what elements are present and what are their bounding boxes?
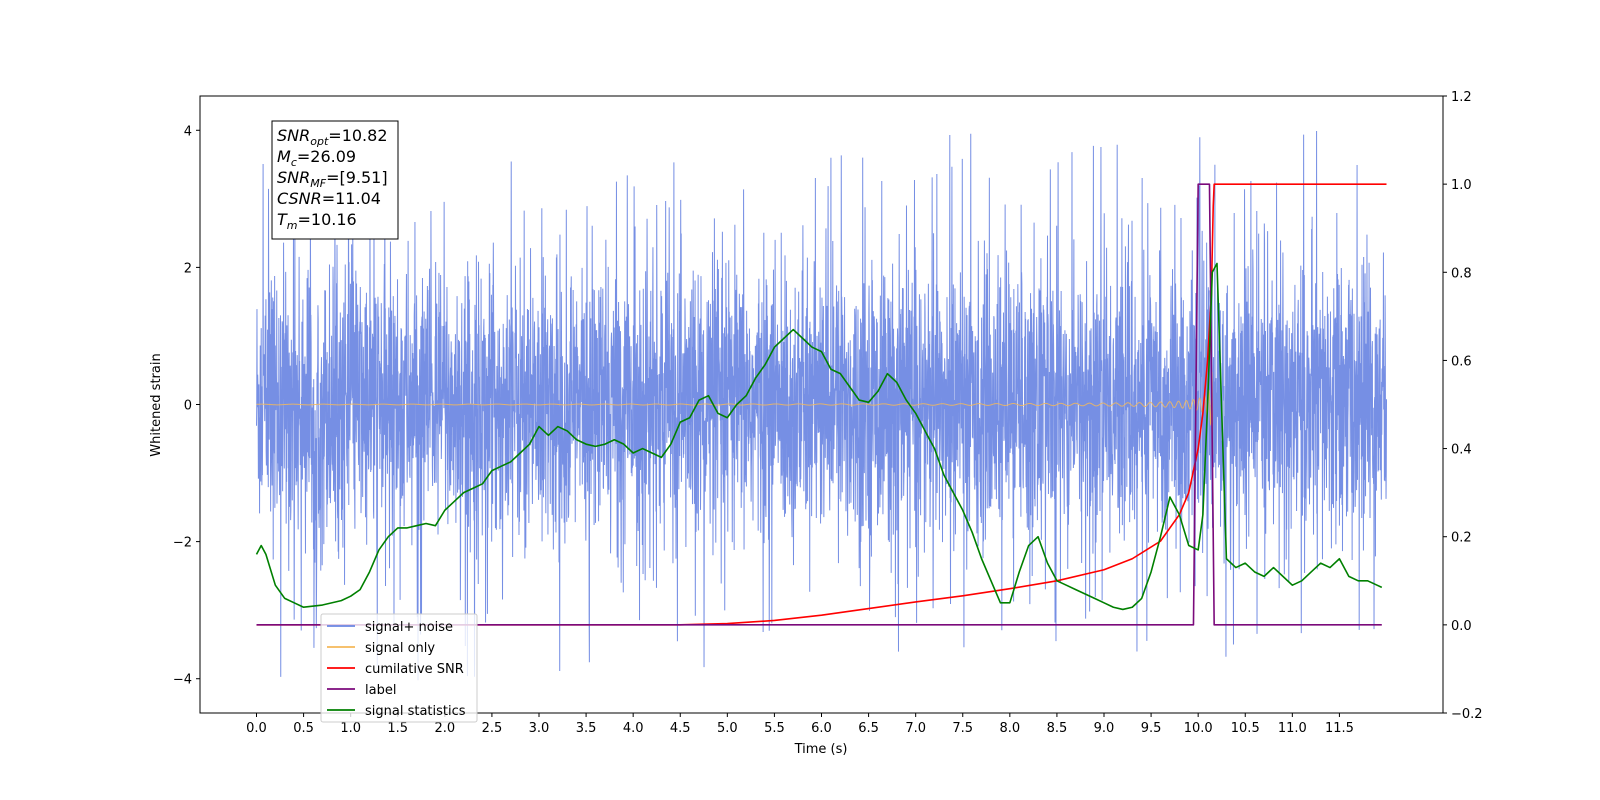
legend-frame	[320, 613, 478, 723]
series-cumulative-snr-line	[256, 183, 1387, 626]
series-signal-noise-line	[256, 130, 1387, 681]
y-right-tick-label: 0.4	[1451, 443, 1472, 458]
legend-entry: label	[365, 683, 396, 698]
x-tick-label: 5.5	[764, 721, 785, 736]
x-axis-label: Time (s)	[794, 742, 848, 757]
y-left-tick-label: 0	[184, 399, 192, 414]
legend-entry: signal statistics	[365, 704, 466, 719]
y-left-tick-label: −2	[173, 536, 192, 551]
x-tick-label: 4.0	[623, 721, 644, 736]
x-tick-label: 11.0	[1278, 721, 1307, 736]
x-tick-label: 5.0	[717, 721, 738, 736]
y-axis-left: −4 −2 0 2 4	[173, 124, 200, 688]
y-left-tick-label: 4	[184, 124, 192, 139]
y-right-tick-label: 1.2	[1451, 90, 1472, 105]
y-right-tick-label: 0.6	[1451, 354, 1472, 369]
x-tick-label: 1.5	[387, 721, 408, 736]
annotation-line: SNRMF=[9.51]	[277, 168, 388, 190]
x-tick-label: 0.0	[246, 721, 267, 736]
x-tick-label: 8.0	[999, 721, 1020, 736]
y-right-tick-label: 0.8	[1451, 266, 1472, 281]
x-tick-label: 9.5	[1141, 721, 1162, 736]
x-axis: 0.0 0.5 1.0 1.5 2.0 2.5 3.0 3.5 4.0 4.5 5.0 5.5 6.0 6…	[246, 713, 1354, 736]
x-tick-label: 3.0	[529, 721, 550, 736]
snr-annotation-box: SNRopt=10.82Mc=26.09SNRMF=[9.51]CSNR=11.…	[271, 120, 399, 240]
x-tick-label: 10.0	[1184, 721, 1213, 736]
legend-entry: cumilative SNR	[365, 662, 464, 677]
x-tick-label: 11.5	[1325, 721, 1354, 736]
series-label-line	[256, 183, 1382, 626]
x-tick-label: 2.0	[434, 721, 455, 736]
x-tick-label: 2.5	[482, 721, 503, 736]
y-right-tick-label: −0.2	[1451, 707, 1483, 722]
x-tick-label: 9.0	[1094, 721, 1115, 736]
annotation-line: SNRopt=10.82	[277, 126, 388, 148]
x-tick-label: 7.5	[952, 721, 973, 736]
x-tick-label: 0.5	[293, 721, 314, 736]
annotation-line: CSNR=11.04	[277, 189, 381, 208]
x-tick-label: 6.5	[858, 721, 879, 736]
annotation-line: Mc=26.09	[277, 147, 356, 169]
y-right-tick-label: 0.0	[1451, 619, 1472, 634]
legend: signal+ noise signal only cumilative SNR la…	[320, 613, 478, 723]
y-right-tick-label: 1.0	[1451, 178, 1472, 193]
x-tick-label: 1.0	[340, 721, 361, 736]
x-tick-label: 7.0	[905, 721, 926, 736]
legend-entry: signal only	[365, 641, 435, 656]
y-axis-right: −0.2 0.0 0.2 0.4 0.6 0.8 1.0 1.2	[1443, 90, 1483, 722]
y-axis-label: Whitened strain	[149, 353, 164, 456]
annotation-line: Tm=10.16	[277, 210, 357, 232]
x-tick-label: 6.0	[811, 721, 832, 736]
x-tick-label: 4.5	[670, 721, 691, 736]
x-tick-label: 10.5	[1231, 721, 1260, 736]
x-tick-label: 3.5	[576, 721, 597, 736]
x-tick-label: 8.5	[1047, 721, 1068, 736]
annotation-frame	[271, 120, 399, 240]
legend-entry: signal+ noise	[365, 620, 453, 635]
plot-area	[255, 130, 1387, 681]
series-signal-only-line	[256, 371, 1214, 456]
y-left-tick-label: −4	[173, 673, 192, 688]
y-right-tick-label: 0.2	[1451, 531, 1472, 546]
y-left-tick-label: 2	[184, 261, 192, 276]
series-signal-statistics-line	[255, 262, 1383, 611]
